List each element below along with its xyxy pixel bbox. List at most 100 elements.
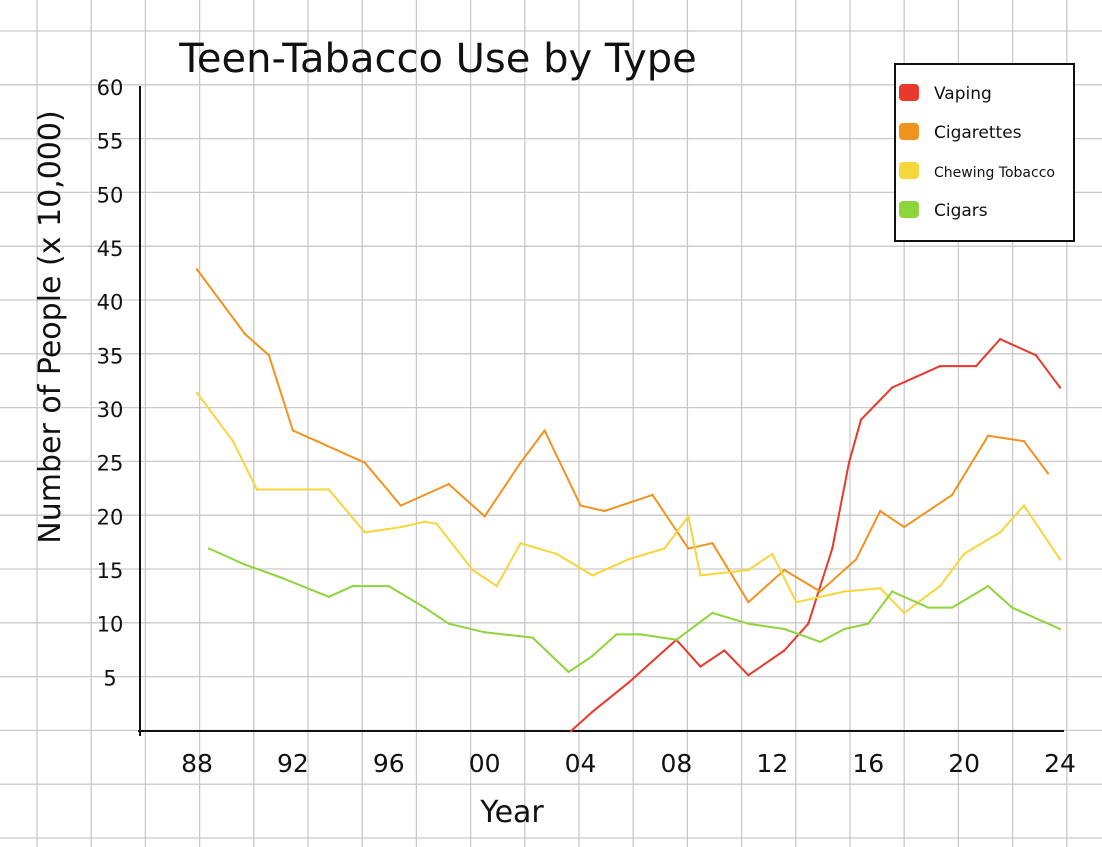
data-point xyxy=(855,558,858,561)
data-point xyxy=(531,636,534,639)
chart-title: Teen-Tabacco Use by Type xyxy=(178,36,696,82)
data-point xyxy=(687,515,690,518)
x-tick-label: 96 xyxy=(373,749,405,778)
x-axis-label: Year xyxy=(479,795,544,830)
data-point xyxy=(231,440,235,443)
data-point xyxy=(747,673,750,677)
data-point xyxy=(675,638,678,641)
y-tick-label: 50 xyxy=(97,183,124,207)
data-point xyxy=(195,391,199,395)
data-point xyxy=(603,509,606,513)
data-point xyxy=(387,584,390,588)
data-point xyxy=(687,547,690,550)
data-point xyxy=(327,488,331,491)
data-point xyxy=(495,584,498,588)
y-tick-label: 45 xyxy=(97,237,124,261)
data-point xyxy=(723,649,726,652)
legend-label: Cigarettes xyxy=(934,123,1022,143)
data-point xyxy=(243,332,247,336)
data-point xyxy=(543,429,546,432)
data-point xyxy=(914,375,918,378)
data-point xyxy=(699,665,702,668)
legend-swatch xyxy=(899,123,919,140)
x-tick-labels: 88 92 96 00 04 08 12 16 20 24 xyxy=(181,749,1076,778)
legend-swatch xyxy=(899,84,919,101)
data-point xyxy=(890,386,894,389)
data-point xyxy=(819,640,822,644)
y-tick-labels: 5 10 15 20 25 30 35 40 45 50 55 60 xyxy=(97,76,124,690)
data-point xyxy=(699,574,702,577)
y-tick-label: 60 xyxy=(97,76,124,100)
x-tick-label: 24 xyxy=(1044,749,1076,778)
data-point xyxy=(962,552,966,556)
data-point xyxy=(998,338,1002,341)
data-point xyxy=(986,584,990,588)
data-point xyxy=(998,531,1002,534)
x-tick-label: 92 xyxy=(277,749,309,778)
data-point xyxy=(255,488,259,491)
data-point xyxy=(483,515,486,518)
data-point xyxy=(890,590,894,593)
x-tick-label: 04 xyxy=(565,749,597,778)
data-point xyxy=(195,268,199,271)
legend-label: Chewing Tobacco xyxy=(934,165,1055,181)
y-tick-label: 35 xyxy=(97,344,124,368)
data-point xyxy=(950,493,954,497)
data-point xyxy=(807,622,810,625)
data-point xyxy=(423,520,426,523)
data-point xyxy=(938,364,942,368)
data-point xyxy=(363,531,367,534)
legend: Vaping Cigarettes Chewing Tobacco Cigars xyxy=(894,63,1075,242)
data-point xyxy=(938,584,942,588)
data-point xyxy=(902,525,906,529)
data-point xyxy=(315,440,319,443)
data-point xyxy=(831,547,834,550)
data-point xyxy=(627,681,630,684)
data-point xyxy=(351,584,355,588)
series-lines xyxy=(195,268,1062,733)
data-point xyxy=(879,587,882,590)
x-tick-label: 08 xyxy=(661,749,693,778)
data-point xyxy=(1058,627,1062,631)
data-point xyxy=(519,541,522,545)
data-point xyxy=(902,611,906,615)
data-point xyxy=(207,547,211,550)
data-point xyxy=(783,568,786,572)
data-point xyxy=(567,670,570,674)
data-point xyxy=(243,563,247,566)
data-point xyxy=(579,504,582,507)
data-point xyxy=(327,595,331,599)
y-tick-label: 10 xyxy=(97,613,124,637)
y-tick-label: 20 xyxy=(97,505,124,529)
data-point xyxy=(447,482,450,486)
data-point xyxy=(926,606,930,609)
data-point xyxy=(795,601,798,604)
data-point xyxy=(843,627,846,631)
legend-box xyxy=(894,63,1075,242)
data-point xyxy=(291,429,295,432)
data-point xyxy=(615,633,618,636)
data-point xyxy=(291,488,295,491)
data-point xyxy=(950,606,954,609)
series-line-cigars xyxy=(208,547,1061,673)
data-point xyxy=(1058,386,1062,389)
y-tick-label: 5 xyxy=(103,666,116,690)
x-tick-label: 88 xyxy=(181,749,213,778)
data-point xyxy=(1034,354,1038,357)
data-point xyxy=(711,611,714,615)
data-point xyxy=(569,729,573,733)
data-point xyxy=(471,568,474,572)
data-point xyxy=(986,434,990,438)
x-tick-label: 12 xyxy=(756,749,788,778)
data-point xyxy=(1022,440,1026,443)
data-point xyxy=(711,541,714,545)
data-point xyxy=(267,354,271,357)
data-point xyxy=(747,601,750,604)
x-tick-label: 16 xyxy=(852,749,884,778)
y-tick-label: 55 xyxy=(97,130,124,154)
data-point xyxy=(423,606,426,609)
data-point xyxy=(847,461,851,464)
data-point xyxy=(1010,606,1014,609)
data-point xyxy=(974,364,978,368)
